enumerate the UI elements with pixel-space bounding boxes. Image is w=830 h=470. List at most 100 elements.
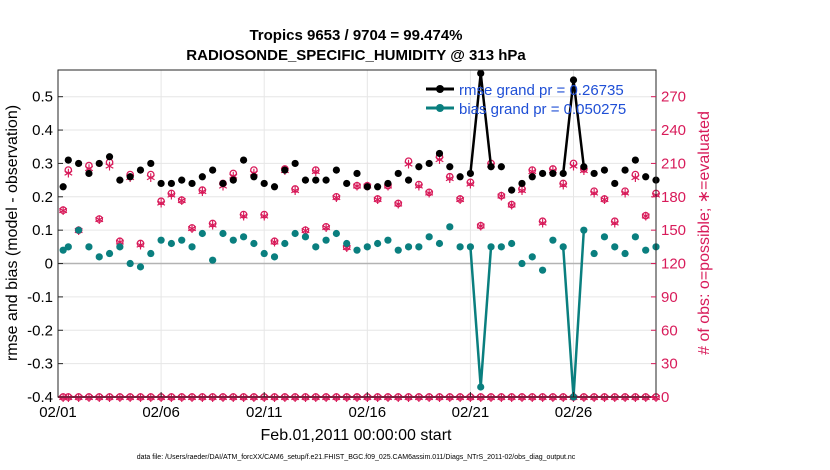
rmse-point [384, 179, 392, 188]
possible-point [631, 170, 640, 179]
rmse-point [404, 176, 413, 184]
possible-point [415, 180, 423, 189]
rmse-point [209, 166, 217, 174]
bias-point [497, 243, 505, 251]
evaluated-point: ∗ [351, 179, 363, 195]
rmse-point [95, 159, 103, 168]
baseline-evaluated-point: ∗ [495, 390, 507, 406]
rmse-point [569, 76, 578, 84]
bias-point [209, 256, 217, 264]
possible-point [95, 215, 104, 223]
bias-point [281, 239, 289, 248]
bias-point [631, 233, 639, 241]
possible-point [157, 197, 165, 206]
rmse-point [167, 179, 176, 188]
bias-point [538, 266, 547, 274]
rmse-point [631, 156, 639, 164]
plot-frame [57, 69, 657, 398]
evaluated-point: ∗ [83, 161, 95, 177]
evaluated-point: ∗ [269, 234, 281, 250]
evaluated-point: ∗ [135, 238, 147, 254]
baseline-evaluated-point: ∗ [114, 390, 126, 406]
rmse-point [435, 149, 444, 158]
rmse-point [580, 163, 588, 171]
baseline-evaluated-point: ∗ [413, 390, 425, 406]
bias-point [477, 383, 485, 391]
baseline-evaluated-point: ∗ [196, 390, 208, 406]
baseline-evaluated-point: ∗ [537, 390, 549, 406]
rmse-point [559, 169, 567, 178]
y-tick-label-left: -0.1 [27, 289, 53, 306]
evaluated-point: ∗ [57, 203, 69, 219]
y-tick-label-left: -0.3 [27, 356, 53, 373]
possible-point [590, 187, 598, 196]
baseline-evaluated-point: ∗ [320, 390, 332, 406]
x-tick-label: 02/11 [246, 404, 282, 421]
possible-point [621, 187, 629, 196]
evaluated-point: ∗ [392, 196, 404, 212]
bias-point [559, 243, 567, 251]
bias-point [270, 253, 279, 261]
baseline-evaluated-point: ∗ [124, 390, 136, 406]
baseline-evaluated-point: ∗ [434, 390, 446, 406]
bias-point [229, 236, 237, 244]
bias-point [642, 246, 650, 254]
evaluated-point: ∗ [104, 159, 116, 175]
chart-title: Tropics 9653 / 9704 = 99.474% [249, 27, 462, 44]
y-axis-label-right: # of obs: o=possible; ∗=evaluated [696, 111, 713, 355]
rmse-point [250, 173, 258, 181]
rmse-point [312, 176, 320, 184]
possible-point [497, 191, 506, 200]
baseline-evaluated-point: ∗ [93, 390, 105, 406]
rmse-point [343, 179, 351, 188]
possible-point [456, 195, 464, 203]
bias-point [59, 246, 67, 254]
bias-point [301, 233, 310, 241]
legend-rmse-label: rmse grand pr = 0.26735 [459, 82, 624, 99]
y-tick-label-right: 30 [661, 356, 678, 373]
possible-point [322, 222, 330, 231]
bias-point [435, 239, 444, 248]
rmse-point [374, 183, 382, 191]
possible-point [507, 200, 516, 209]
baseline-evaluated-point: ∗ [62, 390, 74, 406]
evaluated-point: ∗ [568, 159, 580, 175]
baseline-evaluated-point: ∗ [588, 390, 600, 406]
data-file-footnote: data file: /Users/raeder/DAI/ATM_forcXX/… [137, 454, 576, 461]
bias-point [580, 226, 588, 234]
bias-point [198, 229, 206, 238]
evaluated-point: ∗ [331, 190, 343, 206]
bias-point [621, 249, 629, 258]
bias-point [157, 236, 165, 244]
evaluated-point: ∗ [176, 193, 188, 209]
rmse-point [85, 169, 93, 178]
evaluated-point: ∗ [196, 184, 208, 200]
rmse-point [518, 179, 526, 188]
bias-point [404, 243, 413, 251]
possible-point [167, 189, 176, 198]
y-tick-label-left: 0 [45, 256, 53, 273]
baseline-evaluated-point: ∗ [630, 390, 642, 406]
bias-point [178, 236, 186, 244]
bias-point [64, 243, 72, 251]
evaluated-point: ∗ [413, 179, 425, 195]
possible-point [466, 178, 475, 187]
bias-point [549, 236, 557, 244]
x-axis-label: Feb.01,2011 00:00:00 start [261, 427, 453, 444]
baseline-evaluated-point: ∗ [619, 390, 631, 406]
baseline-evaluated-point: ∗ [578, 390, 590, 406]
x-tick-label: 02/06 [142, 404, 180, 421]
bias-point [374, 239, 382, 248]
y-tick-label-right: 270 [661, 89, 686, 106]
baseline-evaluated-point: ∗ [166, 390, 178, 406]
bias-point [312, 243, 320, 251]
possible-point [600, 195, 609, 203]
bias-point [136, 263, 145, 271]
baseline-evaluated-point: ∗ [73, 390, 85, 406]
bias-point [167, 239, 176, 248]
evaluated-point: ∗ [372, 192, 384, 208]
baseline-evaluated-point: ∗ [258, 390, 270, 406]
rmse-point [477, 69, 485, 77]
evaluated-point: ∗ [310, 164, 322, 180]
evaluated-point: ∗ [145, 170, 157, 186]
